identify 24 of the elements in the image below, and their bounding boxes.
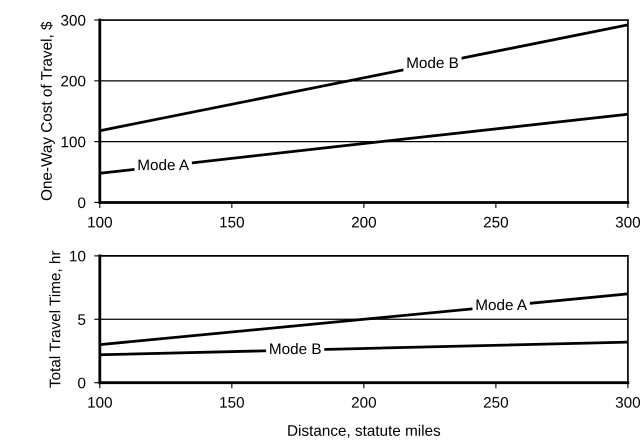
- y-tick-label: 300: [61, 14, 86, 26]
- y-tick-label: 100: [62, 136, 86, 148]
- x-tick-label: 200: [352, 396, 376, 408]
- x-tick-label: 250: [484, 396, 508, 408]
- series-label: Mode A: [476, 298, 528, 310]
- series-label: Mode B: [270, 342, 321, 354]
- series-label: Mode A: [138, 159, 190, 170]
- x-tick-label: 300: [616, 396, 640, 408]
- x-axis-title: Distance, statute miles: [288, 424, 440, 438]
- y-axis-title: One-Way Cost of Travel, $: [40, 22, 55, 200]
- y-axis-title: Total Travel Time, hr: [49, 250, 62, 388]
- x-tick-label: 150: [220, 396, 244, 408]
- x-tick-label: 300: [616, 216, 640, 228]
- y-tick-label: 200: [61, 76, 86, 87]
- y-tick-label: 10: [70, 250, 86, 262]
- y-tick-label: 0: [78, 197, 86, 208]
- x-tick-label: 200: [352, 216, 376, 228]
- x-tick-label: 100: [88, 396, 112, 408]
- x-tick-label: 250: [484, 216, 508, 228]
- y-tick-label: 0: [78, 378, 86, 388]
- x-tick-label: 100: [88, 216, 112, 228]
- x-tick-label: 150: [220, 216, 244, 228]
- series-label: Mode B: [407, 56, 458, 68]
- y-tick-label: 5: [78, 314, 86, 325]
